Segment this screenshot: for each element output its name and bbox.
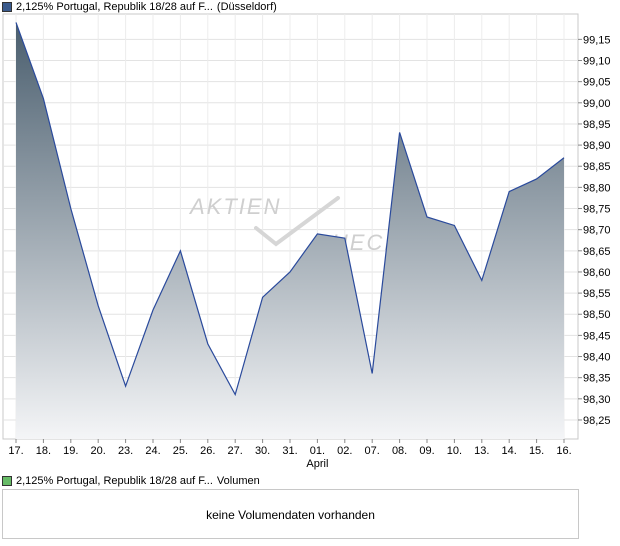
- y-tick-label: 98,55: [583, 288, 611, 300]
- x-tick-label: 15.: [529, 445, 544, 457]
- price-legend-title: 2,125% Portugal, Republik 18/28 auf F...: [16, 1, 213, 13]
- y-tick-label: 98,30: [583, 394, 611, 406]
- y-tick-label: 98,70: [583, 225, 611, 237]
- x-tick-label: 26.: [200, 445, 215, 457]
- y-tick-label: 98,40: [583, 352, 611, 364]
- price-area: [16, 22, 564, 440]
- watermark-text-aktien: AKTIEN: [188, 194, 281, 219]
- x-tick-label: 16.: [556, 445, 571, 457]
- x-tick-label: 17.: [8, 445, 23, 457]
- volume-legend-swatch: [2, 476, 12, 486]
- x-tick-label: 07.: [365, 445, 380, 457]
- x-tick-label: 13.: [474, 445, 489, 457]
- x-tick-label: 23.: [118, 445, 133, 457]
- y-tick-label: 98,90: [583, 140, 611, 152]
- watermark: AKTIEN CHECK: [188, 194, 399, 255]
- y-tick-label: 98,25: [583, 415, 611, 427]
- y-axis-ticks: 98,25 98,30 98,35 98,40 98,45 98,50 98,55 98,60…: [578, 34, 611, 427]
- price-chart: AKTIEN CHECK 98,2598,3098,3598,4098,4598…: [2, 13, 611, 470]
- price-legend-exchange: (Düsseldorf): [216, 1, 277, 13]
- x-tick-label: 10.: [447, 445, 462, 457]
- x-tick-label: 30.: [255, 445, 270, 457]
- x-tick-label: 01.: [310, 445, 325, 457]
- x-tick-label: 20.: [91, 445, 106, 457]
- volume-panel: keine Volumendaten vorhanden: [2, 489, 579, 539]
- y-tick-label: 99,10: [583, 56, 611, 68]
- x-tick-label: 02.: [337, 445, 352, 457]
- x-tick-label: 09.: [419, 445, 434, 457]
- price-legend-swatch: [2, 2, 12, 12]
- volume-legend-label: Volumen: [216, 475, 260, 487]
- y-tick-label: 98,80: [583, 182, 611, 194]
- x-tick-label: 14.: [502, 445, 517, 457]
- y-tick-label: 98,45: [583, 330, 611, 342]
- volume-empty-message: keine Volumendaten vorhanden: [206, 508, 375, 522]
- y-tick-label: 99,05: [583, 77, 611, 89]
- price-legend: 2,125% Portugal, Republik 18/28 auf F...…: [2, 0, 277, 14]
- x-month-label: April: [306, 458, 328, 470]
- volume-legend: 2,125% Portugal, Republik 18/28 auf F...…: [2, 474, 260, 488]
- x-tick-label: 31.: [282, 445, 297, 457]
- y-tick-label: 99,00: [583, 98, 611, 110]
- price-line: [15, 22, 565, 397]
- y-tick-label: 98,75: [583, 204, 611, 216]
- y-tick-label: 98,65: [583, 246, 611, 258]
- y-tick-label: 98,60: [583, 267, 611, 279]
- x-tick-label: 19.: [63, 445, 78, 457]
- volume-legend-title: 2,125% Portugal, Republik 18/28 auf F...: [16, 475, 213, 487]
- x-tick-label: 25.: [173, 445, 188, 457]
- y-tick-label: 99,15: [583, 34, 611, 46]
- x-tick-label: 18.: [36, 445, 51, 457]
- x-tick-label: 08.: [392, 445, 407, 457]
- x-axis-ticks: 17. 18. 19. 20. 23. 24. 25. 26. 27. 30. 31. 01. 02. 0…: [8, 439, 572, 470]
- y-tick-label: 98,85: [583, 161, 611, 173]
- y-tick-label: 98,35: [583, 373, 611, 385]
- y-tick-label: 98,95: [583, 119, 611, 131]
- watermark-check-icon: [254, 196, 340, 247]
- y-tick-label: 98,50: [583, 309, 611, 321]
- x-tick-label: 24.: [145, 445, 160, 457]
- x-tick-label: 27.: [228, 445, 243, 457]
